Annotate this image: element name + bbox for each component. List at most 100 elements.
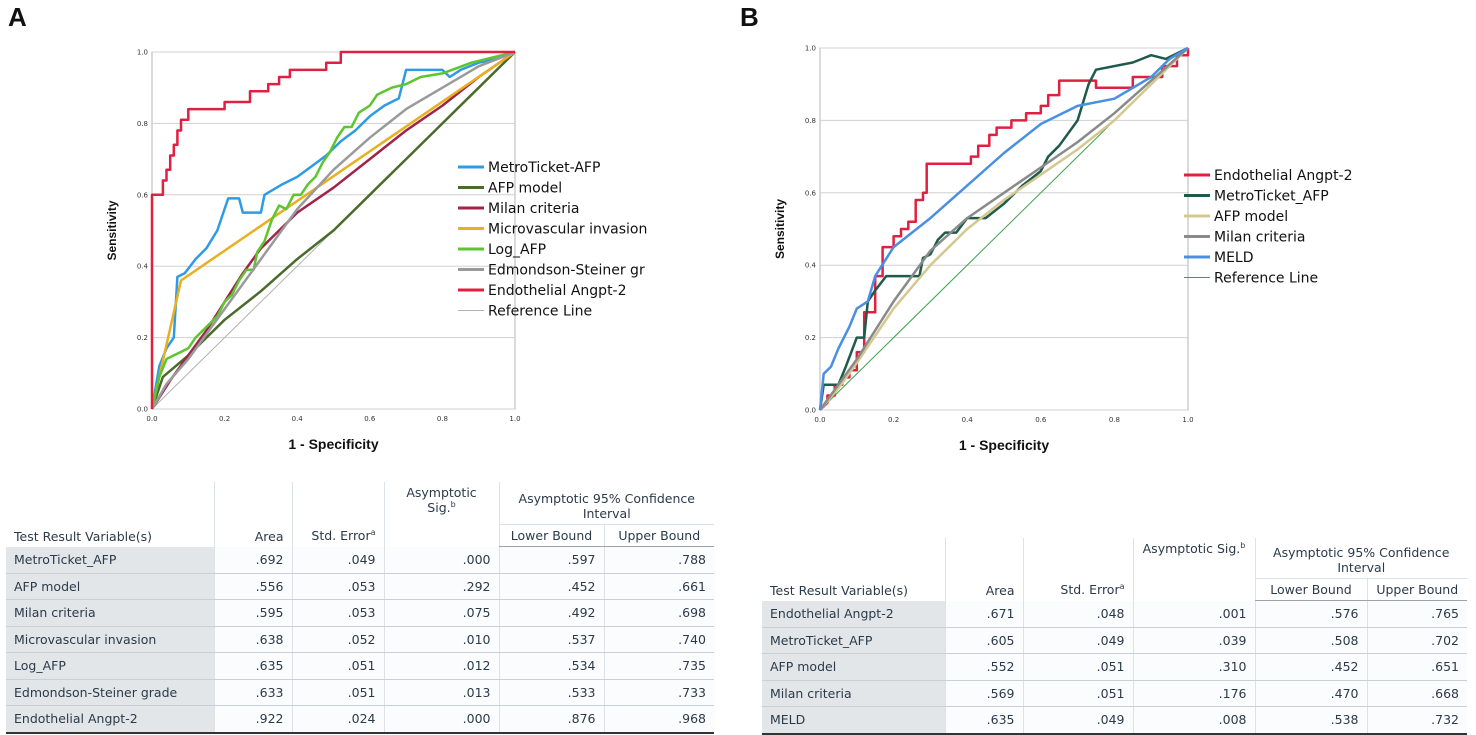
cell-asym-sig: .039 bbox=[1132, 627, 1255, 654]
x-tick-label: 0.6 bbox=[1035, 416, 1047, 424]
x-tick-label: 0.8 bbox=[1109, 416, 1120, 424]
cell-asym-sig: .000 bbox=[383, 705, 499, 734]
cell-lower-bound: .508 bbox=[1254, 627, 1367, 654]
panel-a-roc-chart: 0.0 0.2 0.4 0.6 0.8 1.0 0.0 0.2 0.4 0.6 0.8 1.0 1 - … bbox=[105, 49, 647, 453]
y-tick-label: 1.0 bbox=[805, 45, 816, 53]
x-tick-label: 0.6 bbox=[364, 415, 376, 423]
cell-variable: Log_AFP bbox=[6, 652, 214, 680]
x-tick-label: 0.4 bbox=[292, 415, 304, 423]
y-tick-label: 0.2 bbox=[137, 334, 148, 342]
cell-upper-bound: .733 bbox=[603, 679, 714, 706]
series-line-meld bbox=[818, 46, 1189, 411]
table-row: MELD .635.049.008.538.732 bbox=[762, 706, 1467, 735]
x-axis-label: 1 - Specificity bbox=[288, 436, 378, 452]
cell-asym-sig: .292 bbox=[383, 573, 499, 600]
cell-lower-bound: .876 bbox=[498, 705, 604, 734]
cell-asym-sig: .010 bbox=[383, 626, 499, 653]
series-line-endothelial-angpt-2 bbox=[150, 50, 515, 409]
cell-upper-bound: .698 bbox=[603, 599, 714, 627]
y-tick-label: 0.4 bbox=[137, 263, 149, 271]
header-lower-bound: Lower Bound bbox=[498, 524, 604, 547]
cell-variable: Microvascular invasion bbox=[6, 626, 214, 653]
header-std-error-label: Std. Error bbox=[1060, 582, 1120, 598]
y-tick-label: 0.0 bbox=[137, 406, 148, 414]
cell-std-error: .048 bbox=[1022, 600, 1133, 628]
cell-asym-sig: .013 bbox=[383, 679, 499, 706]
x-tick-label: 0.8 bbox=[437, 415, 448, 423]
panel-b-roc-chart: 0.0 0.2 0.4 0.6 0.8 1.0 0.0 0.2 0.4 0.6 0.8 1.0 1 - … bbox=[773, 45, 1353, 454]
cell-lower-bound: .576 bbox=[1254, 600, 1367, 628]
cell-std-error: .052 bbox=[291, 626, 384, 653]
panel-a-results-table: Test Result Variable(s) Area Std. Errora… bbox=[6, 482, 714, 734]
cell-asym-sig: .012 bbox=[383, 652, 499, 680]
cell-upper-bound: .732 bbox=[1366, 706, 1467, 735]
cell-area: .635 bbox=[944, 706, 1023, 735]
cell-lower-bound: .538 bbox=[1254, 706, 1367, 735]
table-row: Milan criteria .569.051.176.470.668 bbox=[762, 680, 1467, 707]
panel-a-letter: A bbox=[8, 2, 27, 32]
cell-variable: Milan criteria bbox=[6, 599, 214, 627]
series-line-microvascular-invasion bbox=[150, 50, 516, 410]
table-row: Edmondson-Steiner grade .633.051.013.533.… bbox=[6, 679, 714, 706]
legend-label: Reference Line bbox=[1214, 271, 1318, 287]
cell-std-error: .049 bbox=[1022, 706, 1133, 735]
cell-upper-bound: .968 bbox=[603, 705, 714, 734]
cell-area: .692 bbox=[213, 546, 292, 574]
legend-label: Log_AFP bbox=[488, 242, 546, 258]
y-tick-label: 0.6 bbox=[805, 189, 817, 197]
cell-variable: Milan criteria bbox=[762, 680, 945, 707]
cell-lower-bound: .492 bbox=[498, 599, 604, 627]
cell-std-error: .051 bbox=[291, 679, 384, 706]
cell-std-error: .024 bbox=[291, 705, 384, 734]
header-area: Area bbox=[944, 538, 1023, 601]
cell-upper-bound: .788 bbox=[603, 546, 714, 574]
cell-asym-sig: .000 bbox=[383, 546, 499, 574]
header-ci-group: Asymptotic 95% Confidence Interval bbox=[1254, 538, 1467, 579]
legend-label: MELD bbox=[1214, 250, 1254, 266]
cell-area: .595 bbox=[213, 599, 292, 627]
legend-label: Microvascular invasion bbox=[488, 222, 647, 238]
cell-upper-bound: .740 bbox=[603, 626, 714, 653]
header-std-error-label: Std. Error bbox=[311, 528, 371, 544]
x-tick-label: 1.0 bbox=[509, 415, 520, 423]
cell-area: .922 bbox=[213, 705, 292, 734]
legend-label: MetroTicket-AFP bbox=[488, 160, 600, 176]
header-std-error: Std. Errora bbox=[1022, 538, 1133, 601]
y-tick-label: 1.0 bbox=[137, 49, 148, 57]
cell-lower-bound: .537 bbox=[498, 626, 604, 653]
header-std-error-sup: a bbox=[1119, 582, 1125, 592]
x-tick-label: 0.0 bbox=[146, 415, 157, 423]
series-line-metroticket-afp bbox=[150, 50, 516, 410]
cell-area: .671 bbox=[944, 600, 1023, 628]
y-tick-label: 0.8 bbox=[805, 117, 816, 125]
cell-asym-sig: .075 bbox=[383, 599, 499, 627]
table-row: MetroTicket_AFP .605.049.039.508.702 bbox=[762, 627, 1467, 654]
cell-asym-sig: .176 bbox=[1132, 680, 1255, 707]
panel-b-letter: B bbox=[740, 2, 759, 32]
cell-variable: MetroTicket_AFP bbox=[762, 627, 945, 654]
cell-asym-sig: .008 bbox=[1132, 706, 1255, 735]
cell-area: .556 bbox=[213, 573, 292, 600]
legend-label: MetroTicket_AFP bbox=[1214, 189, 1329, 205]
y-tick-label: 0.0 bbox=[805, 407, 816, 415]
cell-upper-bound: .765 bbox=[1366, 600, 1467, 628]
y-tick-label: 0.6 bbox=[137, 191, 149, 199]
cell-std-error: .049 bbox=[291, 546, 384, 574]
table-row: Log_AFP .635.051.012.534.735 bbox=[6, 652, 714, 680]
cell-std-error: .053 bbox=[291, 599, 384, 627]
table-row: Milan criteria .595.053.075.492.698 bbox=[6, 599, 714, 627]
cell-variable: Endothelial Angpt-2 bbox=[762, 600, 945, 628]
header-ci-group: Asymptotic 95% Confidence Interval bbox=[498, 482, 714, 525]
cell-upper-bound: .651 bbox=[1366, 653, 1467, 681]
cell-asym-sig: .310 bbox=[1132, 653, 1255, 681]
header-upper-bound: Upper Bound bbox=[603, 524, 714, 547]
cell-variable: MetroTicket_AFP bbox=[6, 546, 214, 574]
x-tick-label: 0.0 bbox=[814, 416, 825, 424]
header-lower-bound: Lower Bound bbox=[1254, 578, 1367, 601]
table-row: Endothelial Angpt-2.671.048.001.576.765 bbox=[762, 600, 1467, 628]
header-area: Area bbox=[213, 482, 292, 547]
cell-variable: Edmondson-Steiner grade bbox=[6, 679, 214, 706]
cell-upper-bound: .735 bbox=[603, 652, 714, 680]
cell-variable: AFP model bbox=[762, 653, 945, 681]
cell-std-error: .051 bbox=[291, 652, 384, 680]
